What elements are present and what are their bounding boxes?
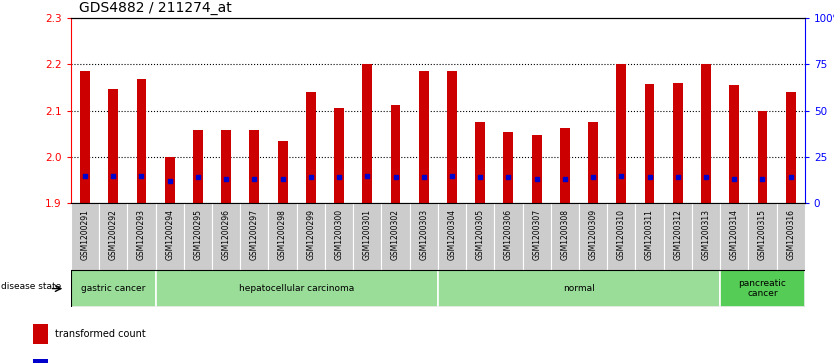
Text: normal: normal [563,284,595,293]
Bar [475,122,485,203]
Bar [664,203,692,270]
Bar [33,359,48,363]
Text: GSM1200304: GSM1200304 [448,209,456,260]
Bar [419,72,429,203]
Bar [776,203,805,270]
Text: GSM1200291: GSM1200291 [81,209,89,260]
Bar [278,141,288,203]
Bar [99,203,128,270]
Bar [362,65,372,203]
Bar [212,203,240,270]
Text: GSM1200301: GSM1200301 [363,209,372,260]
Text: GSM1200306: GSM1200306 [504,209,513,260]
Text: GSM1200316: GSM1200316 [786,209,795,260]
Text: GSM1200308: GSM1200308 [560,209,570,260]
Bar [616,65,626,203]
Bar [306,92,316,203]
Bar [249,130,259,203]
Bar [80,72,90,203]
Bar [297,203,325,270]
Bar [334,109,344,203]
Text: gastric cancer: gastric cancer [81,284,145,293]
Text: GSM1200295: GSM1200295 [193,209,203,260]
Bar [720,203,748,270]
Text: transformed count: transformed count [55,329,146,339]
Text: GSM1200305: GSM1200305 [475,209,485,260]
Bar [390,105,400,203]
Bar [560,128,570,203]
Text: GSM1200307: GSM1200307 [532,209,541,260]
Bar [504,131,514,203]
Text: GSM1200302: GSM1200302 [391,209,400,260]
Text: GSM1200299: GSM1200299 [306,209,315,260]
Text: GSM1200303: GSM1200303 [420,209,428,260]
Bar [409,203,438,270]
Text: GSM1200300: GSM1200300 [334,209,344,260]
Bar [645,84,655,203]
Bar [729,85,739,203]
Bar [137,79,147,203]
Bar [786,92,796,203]
Bar [438,270,720,307]
Text: GSM1200297: GSM1200297 [250,209,259,260]
Bar [108,89,118,203]
Bar [550,203,579,270]
Text: GSM1200294: GSM1200294 [165,209,174,260]
Bar [240,203,269,270]
Text: GSM1200292: GSM1200292 [108,209,118,260]
Bar [701,65,711,203]
Bar [353,203,381,270]
Text: GSM1200314: GSM1200314 [730,209,739,260]
Bar [523,203,550,270]
Bar [748,203,776,270]
Text: disease state: disease state [2,282,62,291]
Text: GSM1200296: GSM1200296 [222,209,231,260]
Bar [193,130,203,203]
Bar [71,270,156,307]
Bar [183,203,212,270]
Bar [381,203,409,270]
Text: GSM1200313: GSM1200313 [701,209,711,260]
Bar [156,270,438,307]
Bar [673,83,683,203]
Bar [128,203,156,270]
Bar [466,203,495,270]
Text: pancreatic
cancer: pancreatic cancer [739,279,786,298]
Bar [532,135,541,203]
Bar [636,203,664,270]
Bar [156,203,183,270]
Bar [757,111,767,203]
Text: GSM1200315: GSM1200315 [758,209,767,260]
Bar [438,203,466,270]
Bar [607,203,636,270]
Bar [588,122,598,203]
Text: GSM1200298: GSM1200298 [278,209,287,260]
Bar [447,72,457,203]
Text: GSM1200310: GSM1200310 [617,209,626,260]
Bar [33,324,48,344]
Text: GSM1200309: GSM1200309 [589,209,598,260]
Bar [325,203,353,270]
Bar [495,203,523,270]
Bar [71,203,99,270]
Text: GDS4882 / 211274_at: GDS4882 / 211274_at [79,0,232,15]
Text: GSM1200311: GSM1200311 [645,209,654,260]
Text: GSM1200293: GSM1200293 [137,209,146,260]
Bar [720,270,805,307]
Bar [692,203,720,270]
Text: hepatocellular carcinoma: hepatocellular carcinoma [239,284,354,293]
Bar [579,203,607,270]
Bar [165,157,174,203]
Text: GSM1200312: GSM1200312 [673,209,682,260]
Bar [269,203,297,270]
Bar [221,130,231,203]
